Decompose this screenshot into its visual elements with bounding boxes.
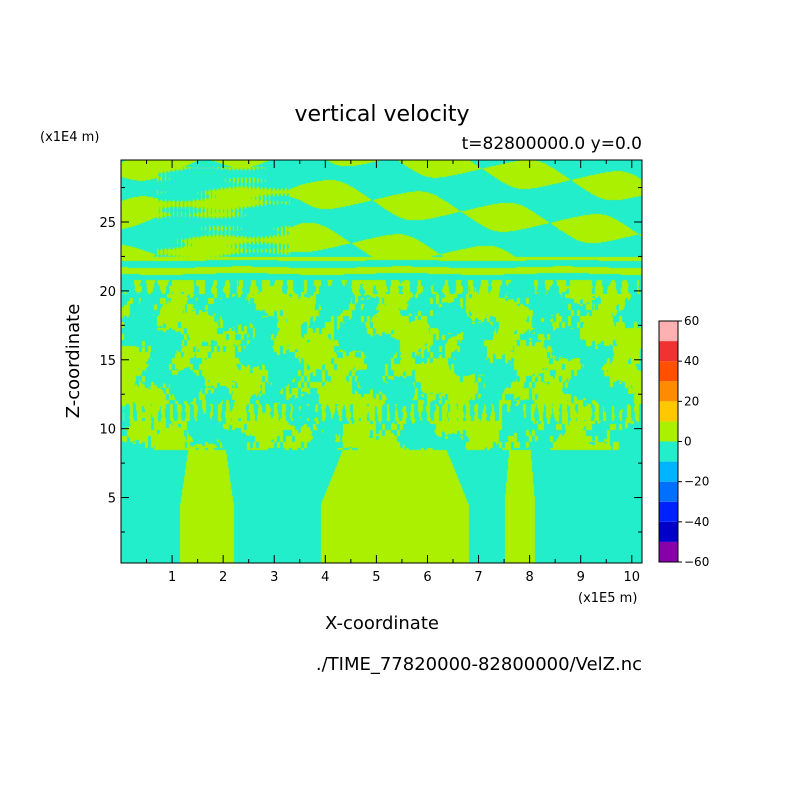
x-tick-label: 8 xyxy=(525,570,533,585)
colorbar-swatch xyxy=(659,521,678,542)
colorbar-swatch xyxy=(659,461,678,482)
plot-frame xyxy=(120,159,643,564)
x-axis-unit: (x1E5 m) xyxy=(578,591,637,606)
colorbar-swatch xyxy=(659,441,678,462)
x-tick-label: 10 xyxy=(624,570,641,585)
colorbar-swatch xyxy=(659,481,678,502)
colorbar-swatch xyxy=(659,341,678,362)
colorbar-tick-label: −60 xyxy=(684,555,709,569)
y-tick-label: 25 xyxy=(99,216,116,231)
chart-subtitle: t=82800000.0 y=0.0 xyxy=(462,134,642,154)
x-axis-ticks: 1 2 3 4 5 6 7 8 9 10 xyxy=(146,160,641,585)
y-tick-label: 15 xyxy=(99,354,116,369)
x-tick-label: 6 xyxy=(423,570,431,585)
colorbar-swatch xyxy=(659,361,678,382)
colorbar-swatch xyxy=(659,321,678,342)
colorbar-swatch xyxy=(659,501,678,522)
colorbar-tick-label: −20 xyxy=(684,475,709,489)
x-tick-label: 3 xyxy=(270,570,278,585)
y-axis-label: Z-coordinate xyxy=(63,304,84,419)
colorbar-tick-label: 60 xyxy=(684,314,699,328)
x-axis-label: X-coordinate xyxy=(325,613,439,634)
colorbar-swatch xyxy=(659,421,678,442)
plot-area xyxy=(120,159,643,564)
x-tick-label: 1 xyxy=(168,570,176,585)
colorbar: 60 40 20 0 −20 −40 −60 xyxy=(658,314,709,569)
colorbar-swatch xyxy=(659,381,678,402)
colorbar-tick-label: 40 xyxy=(684,354,699,368)
y-tick-label: 5 xyxy=(108,492,116,507)
y-axis-ticks: 5 10 15 20 25 xyxy=(99,187,642,533)
file-path-caption: ./TIME_77820000-82800000/VelZ.nc xyxy=(316,654,642,675)
y-tick-label: 20 xyxy=(99,285,116,300)
chart-title: vertical velocity xyxy=(294,102,469,127)
colorbar-swatch xyxy=(659,401,678,422)
x-tick-label: 2 xyxy=(219,570,227,585)
x-tick-label: 7 xyxy=(474,570,482,585)
colorbar-swatch xyxy=(659,541,678,562)
x-tick-label: 5 xyxy=(372,570,380,585)
y-axis-unit: (x1E4 m) xyxy=(40,130,99,145)
y-tick-label: 10 xyxy=(99,423,116,438)
x-tick-label: 4 xyxy=(321,570,329,585)
x-tick-label: 9 xyxy=(577,570,585,585)
colorbar-tick-label: 0 xyxy=(684,435,692,449)
colorbar-tick-label: 20 xyxy=(684,394,699,408)
colorbar-tick-label: −40 xyxy=(684,515,709,529)
velocity-field xyxy=(121,160,642,563)
